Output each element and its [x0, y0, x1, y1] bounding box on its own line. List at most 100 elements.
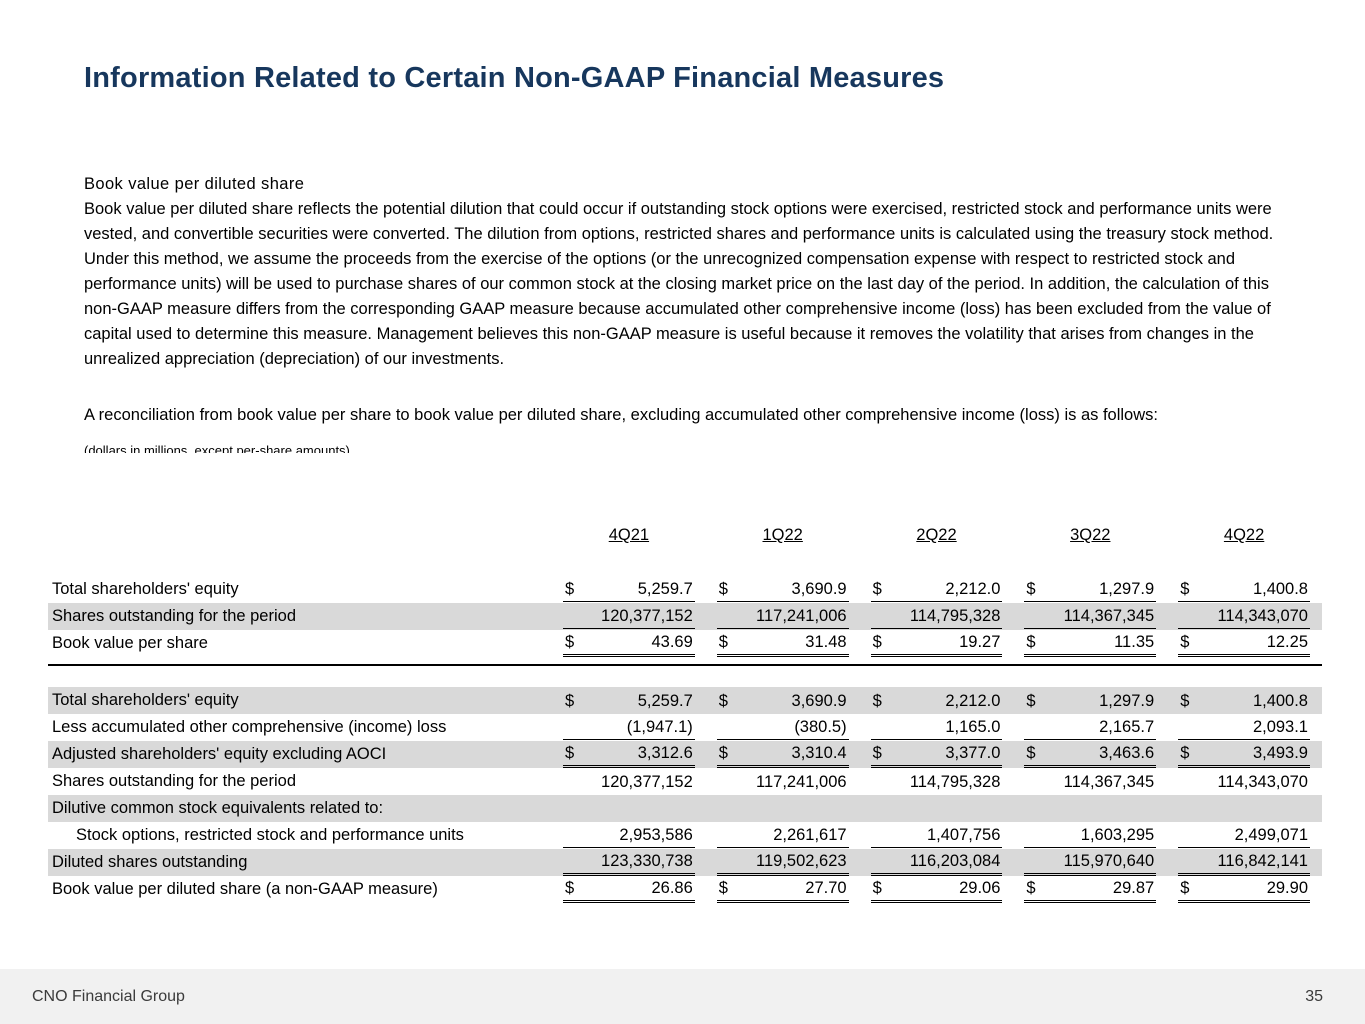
column-header-1q22: 1Q22 [707, 512, 861, 576]
row-label: Shares outstanding for the period [48, 603, 553, 630]
cell-value: (1,947.1) [626, 718, 693, 736]
currency-symbol: $ [1026, 878, 1036, 897]
reconciliation-table: 4Q21 1Q22 2Q22 3Q22 4Q22 Total sharehold… [48, 512, 1322, 903]
table-cell: $3,463.6 [1014, 741, 1169, 768]
table-cell: $31.48 [707, 630, 861, 657]
column-header-label: 3Q22 [1070, 526, 1111, 544]
table-cell: 116,842,141 [1168, 849, 1322, 876]
table-cell: $1,400.8 [1168, 687, 1322, 714]
cell-value: 114,795,328 [909, 607, 1001, 625]
table-cell: $3,377.0 [860, 741, 1015, 768]
table-cell: $26.86 [553, 876, 707, 903]
cell-value: 114,795,328 [909, 773, 1001, 791]
table-row-stock-options-units: Stock options, restricted stock and perf… [48, 822, 1322, 849]
table-row-less-aoci: Less accumulated other comprehensive (in… [48, 714, 1322, 741]
column-header-label: 2Q22 [916, 526, 957, 544]
currency-symbol: $ [872, 692, 882, 710]
row-label: Less accumulated other comprehensive (in… [52, 718, 447, 736]
cell-value: 2,212.0 [945, 580, 1001, 598]
currency-symbol: $ [565, 878, 575, 897]
table-cell: 114,367,345 [1014, 603, 1169, 630]
column-header-label: 1Q22 [762, 526, 803, 544]
table-cell: $43.69 [553, 630, 707, 657]
reconciliation-table-container: 4Q21 1Q22 2Q22 3Q22 4Q22 Total sharehold… [48, 512, 1322, 903]
cell-value: 116,842,141 [1217, 851, 1308, 870]
table-cell: $1,297.9 [1014, 687, 1169, 714]
row-label: Adjusted shareholders' equity excluding … [48, 741, 553, 768]
table-cell: (380.5) [707, 714, 861, 741]
currency-symbol: $ [872, 580, 882, 598]
table-cell [553, 795, 707, 822]
cell-value: 116,203,084 [909, 851, 1001, 870]
table-cell: $1,400.8 [1168, 576, 1322, 603]
table-cell: $5,259.7 [553, 576, 707, 603]
table-cell: 114,343,070 [1168, 768, 1322, 795]
row-label: Shares outstanding for the period [52, 772, 296, 790]
footer: CNO Financial Group 35 [0, 969, 1365, 1024]
cell-value: 120,377,152 [601, 607, 693, 625]
table-row-book-value-per-share: Book value per share $43.69 $31.48 $19.2… [48, 630, 1322, 657]
currency-symbol: $ [872, 743, 882, 762]
cell-value: 19.27 [959, 632, 1001, 651]
cell-value: 1,400.8 [1252, 580, 1308, 598]
cell-value: 114,367,345 [1063, 607, 1155, 625]
header-spacer [48, 512, 553, 576]
currency-symbol: $ [565, 580, 575, 598]
currency-symbol: $ [565, 692, 575, 710]
table-cell: $27.70 [707, 876, 861, 903]
cell-value: 2,212.0 [945, 692, 1001, 710]
body-text: Book value per diluted share Book value … [84, 172, 1304, 453]
table-header-row: 4Q21 1Q22 2Q22 3Q22 4Q22 [48, 512, 1322, 576]
cell-value: 114,343,070 [1217, 607, 1308, 625]
table-cell: $11.35 [1014, 630, 1168, 657]
cell-value: 27.70 [805, 878, 847, 897]
table-cell: (1,947.1) [553, 714, 707, 741]
cell-value: 43.69 [651, 632, 693, 651]
cell-value: 1,297.9 [1099, 692, 1155, 710]
table-row-shares-outstanding-2: Shares outstanding for the period 120,37… [48, 768, 1322, 795]
row-label: Stock options, restricted stock and perf… [76, 826, 464, 844]
table-row-adjusted-equity-ex-aoci: Adjusted shareholders' equity excluding … [48, 741, 1322, 768]
currency-symbol: $ [718, 632, 728, 651]
currency-symbol: $ [565, 743, 575, 762]
page-number: 35 [1305, 987, 1323, 1005]
currency-symbol: $ [718, 878, 728, 897]
row-label: Book value per diluted share (a non-GAAP… [52, 880, 438, 898]
cell-value: 5,259.7 [637, 580, 693, 598]
column-header-4q21: 4Q21 [553, 512, 707, 576]
cell-value: 117,241,006 [756, 773, 847, 791]
table-cell: $29.87 [1014, 876, 1168, 903]
currency-symbol: $ [718, 743, 728, 762]
column-header-4q22: 4Q22 [1168, 512, 1322, 576]
cell-value: 115,970,640 [1063, 851, 1155, 870]
cell-value: 3,310.4 [791, 743, 847, 762]
table-cell: 123,330,738 [553, 849, 707, 876]
cell-value: 2,093.1 [1252, 718, 1308, 736]
cell-value: 3,493.9 [1252, 743, 1308, 762]
table-cell: 120,377,152 [553, 768, 707, 795]
table-cell: 2,499,071 [1168, 822, 1322, 849]
table-cell [1014, 795, 1169, 822]
cell-value: 3,690.9 [791, 580, 847, 598]
table-row-book-value-per-diluted-share: Book value per diluted share (a non-GAAP… [48, 876, 1322, 903]
table-cell: $3,690.9 [706, 687, 861, 714]
table-cell: 2,165.7 [1014, 714, 1168, 741]
currency-symbol: $ [872, 632, 882, 651]
separator-cell [48, 657, 1322, 687]
table-cell: $12.25 [1168, 630, 1322, 657]
row-label: Dilutive common stock equivalents relate… [48, 795, 553, 822]
table-cell: 114,795,328 [861, 768, 1015, 795]
cell-value: 29.06 [959, 878, 1001, 897]
cell-value: 12.25 [1266, 632, 1308, 651]
table-cell: 115,970,640 [1014, 849, 1169, 876]
footer-company-name: CNO Financial Group [32, 987, 185, 1005]
cell-value: 119,502,623 [756, 851, 847, 870]
table-cell: 114,367,345 [1014, 768, 1168, 795]
currency-symbol: $ [1180, 743, 1190, 762]
cell-value: 2,953,586 [619, 826, 693, 844]
table-cell: 1,165.0 [861, 714, 1015, 741]
table-cell [860, 795, 1015, 822]
table-cell: $29.90 [1168, 876, 1322, 903]
table-cell: $2,212.0 [861, 576, 1015, 603]
